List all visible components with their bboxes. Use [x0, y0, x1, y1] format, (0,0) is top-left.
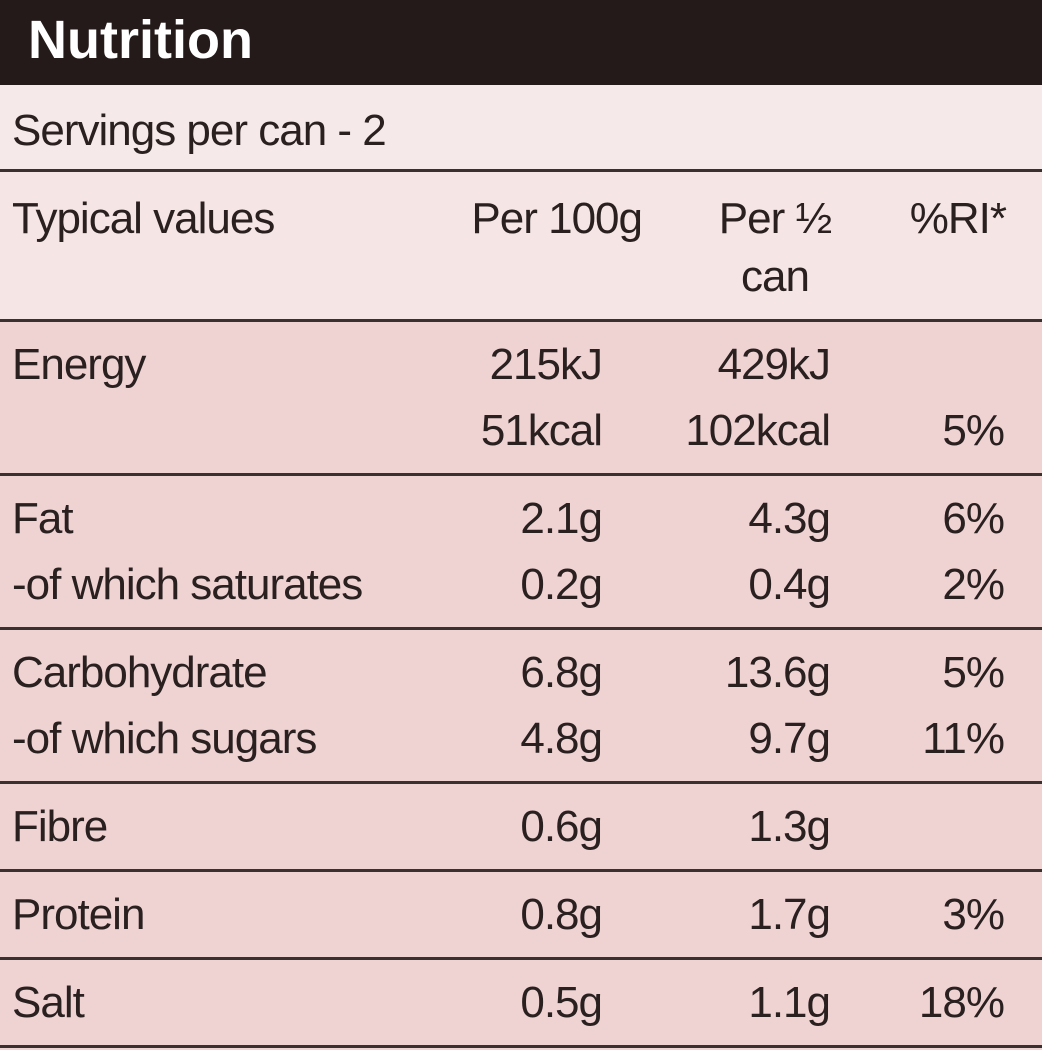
cell: 215kJ [489, 340, 603, 389]
cell: 5% [942, 406, 1005, 455]
cell: 0.5g [520, 978, 603, 1027]
row-group: Protein 0.8g 1.7g 3% [0, 872, 1042, 960]
row-group: Carbohydrate 6.8g 13.6g 5% -of which sugars 4… [0, 630, 1042, 784]
row: Salt 0.5g 1.1g 18% [0, 970, 1042, 1036]
cell: 3% [942, 890, 1005, 939]
row-label: Fat [12, 494, 74, 543]
column-header: %RI* [909, 194, 1007, 243]
cell: 51kcal [480, 406, 603, 455]
row: Carbohydrate 6.8g 13.6g 5% [0, 640, 1042, 706]
row-label: -of which sugars [12, 714, 317, 763]
cell: 0.2g [520, 560, 603, 609]
row-label: Salt [12, 978, 85, 1027]
row-label: Carbohydrate [12, 648, 268, 697]
cell: 0.4g [748, 560, 831, 609]
cell: 2% [942, 560, 1005, 609]
row-group: Salt 0.5g 1.1g 18% [0, 960, 1042, 1048]
cell: 6% [942, 494, 1005, 543]
cell: 4.8g [520, 714, 603, 763]
row: Fibre 0.6g 1.3g [0, 794, 1042, 860]
cell: 11% [922, 714, 1005, 763]
row: -of which saturates 0.2g 0.4g 2% [0, 552, 1042, 618]
table-body: Energy 215kJ 429kJ 51kcal 102kcal 5% Fat 2.1g 4.… [0, 322, 1042, 1048]
cell: 4.3g [748, 494, 831, 543]
row-label: -of which saturates [12, 560, 363, 609]
cell: 1.7g [748, 890, 831, 939]
row: Protein 0.8g 1.7g 3% [0, 882, 1042, 948]
cell: 0.8g [520, 890, 603, 939]
row-label: Fibre [12, 802, 108, 851]
row-label: Protein [12, 890, 145, 939]
row-group: Energy 215kJ 429kJ 51kcal 102kcal 5% [0, 322, 1042, 476]
cell: 9.7g [748, 714, 831, 763]
cell: 13.6g [724, 648, 831, 697]
row: Energy 215kJ 429kJ [0, 332, 1042, 398]
row: -of which sugars 4.8g 9.7g 11% [0, 706, 1042, 772]
cell: 6.8g [520, 648, 603, 697]
column-header: Typical values [12, 194, 275, 243]
column-header: Per 100g [471, 194, 643, 243]
row: 51kcal 102kcal 5% [0, 398, 1042, 464]
cell: 5% [942, 648, 1005, 697]
cell: 1.3g [748, 802, 831, 851]
cell: 429kJ [717, 340, 831, 389]
row-label: Energy [12, 340, 146, 389]
column-header: Per ½ can [718, 194, 832, 301]
table-header: Typical values Per 100g Per ½ can %RI* [0, 172, 1042, 322]
servings: Servings per can - 2 [0, 85, 1042, 172]
cell: 0.6g [520, 802, 603, 851]
cell: 1.1g [748, 978, 831, 1027]
title: Nutrition [0, 0, 1042, 85]
row: Fat 2.1g 4.3g 6% [0, 486, 1042, 552]
row-group: Fat 2.1g 4.3g 6% -of which saturates 0.2g 0.4g… [0, 476, 1042, 630]
cell: 18% [918, 978, 1005, 1027]
cell: 102kcal [685, 406, 831, 455]
cell: 2.1g [520, 494, 603, 543]
row-group: Fibre 0.6g 1.3g [0, 784, 1042, 872]
